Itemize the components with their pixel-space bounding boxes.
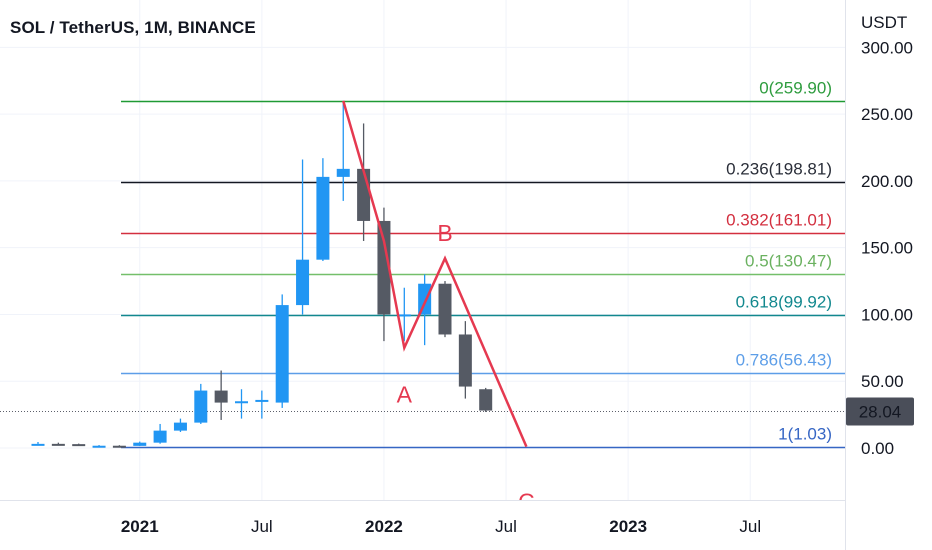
candle-body bbox=[397, 314, 411, 317]
candle bbox=[112, 445, 126, 448]
y-tick-label: 100.00 bbox=[861, 305, 913, 324]
candle-body bbox=[173, 422, 187, 431]
fib-level-label: 0.618(99.92) bbox=[736, 293, 832, 312]
candle bbox=[255, 390, 269, 419]
candle-body bbox=[51, 443, 65, 446]
fib-level-label: 0.382(161.01) bbox=[726, 211, 832, 230]
candle bbox=[377, 207, 391, 342]
wave-label-a: A bbox=[397, 382, 413, 408]
candle bbox=[153, 423, 167, 444]
candle bbox=[194, 383, 208, 424]
grid-lines bbox=[0, 0, 845, 500]
candle-body bbox=[255, 399, 269, 402]
y-tick-label: 0.00 bbox=[861, 439, 894, 458]
y-tick-label: 250.00 bbox=[861, 105, 913, 124]
candle-body bbox=[418, 283, 432, 315]
candle-body bbox=[92, 445, 106, 448]
candle bbox=[173, 418, 187, 432]
candle bbox=[438, 281, 452, 338]
price-axis-bg bbox=[845, 0, 932, 550]
candle-body bbox=[214, 390, 228, 403]
candle-body bbox=[153, 430, 167, 443]
fib-level-label: 0.5(130.47) bbox=[745, 252, 832, 271]
candle bbox=[316, 158, 330, 262]
x-tick-label: Jul bbox=[251, 517, 273, 536]
fib-retracement[interactable]: 0(259.90) 0.236(198.81) 0.382(161.01) 0.5(1… bbox=[0, 79, 845, 449]
candle-body bbox=[72, 444, 86, 447]
fib-level-label: 0.786(56.43) bbox=[736, 351, 832, 370]
x-tick-label: 2023 bbox=[609, 517, 647, 536]
x-tick-label: Jul bbox=[495, 517, 517, 536]
candle-body bbox=[479, 389, 493, 411]
candle bbox=[214, 370, 228, 420]
currency-box bbox=[846, 0, 932, 42]
candle bbox=[275, 294, 289, 408]
time-axis-bg bbox=[0, 500, 845, 550]
candle-body bbox=[316, 176, 330, 260]
candle bbox=[235, 389, 248, 419]
candle-body bbox=[31, 443, 45, 446]
fib-level-label: 1(1.03) bbox=[778, 425, 832, 444]
candlestick-series bbox=[31, 100, 493, 448]
candle-body bbox=[377, 220, 391, 315]
y-tick-label: 200.00 bbox=[861, 172, 913, 191]
last-price-value: 28.04 bbox=[859, 403, 902, 422]
y-tick-label: 50.00 bbox=[861, 372, 904, 391]
wave-line[interactable] bbox=[342, 100, 528, 448]
candle-body bbox=[357, 168, 371, 221]
candle bbox=[296, 159, 310, 315]
candle-body bbox=[336, 168, 350, 177]
candle-body bbox=[275, 305, 289, 403]
candle-body bbox=[235, 401, 248, 404]
time-axis[interactable]: 2021 Jul 2022 Jul 2023 Jul bbox=[0, 500, 845, 550]
candle bbox=[479, 387, 493, 412]
candle-body bbox=[438, 283, 452, 335]
candle bbox=[418, 274, 432, 346]
candle bbox=[458, 321, 472, 399]
x-tick-label: Jul bbox=[739, 517, 761, 536]
candle-body bbox=[133, 442, 147, 446]
y-tick-label: 300.00 bbox=[861, 38, 913, 57]
last-price-badge bbox=[846, 397, 914, 426]
candle bbox=[92, 445, 106, 448]
x-tick-label: 2021 bbox=[121, 517, 159, 536]
candle bbox=[72, 443, 86, 447]
price-axis[interactable]: 0.00 50.00 100.00 150.00 200.00 250.00 300.00 U… bbox=[845, 0, 932, 550]
candle bbox=[397, 287, 411, 342]
fib-level-label: 0.236(198.81) bbox=[726, 160, 832, 179]
candle-body bbox=[112, 445, 126, 448]
candle-body bbox=[194, 390, 208, 423]
candle bbox=[336, 100, 350, 201]
fib-level-label: 0(259.90) bbox=[759, 79, 832, 98]
candle bbox=[133, 441, 147, 446]
candle bbox=[31, 441, 45, 446]
chart-title: SOL / TetherUS, 1M, BINANCE bbox=[10, 18, 256, 37]
currency-label[interactable]: USDT bbox=[861, 13, 907, 32]
y-tick-label: 150.00 bbox=[861, 239, 913, 258]
x-tick-label: 2022 bbox=[365, 517, 403, 536]
candle bbox=[51, 442, 65, 446]
candle-body bbox=[296, 259, 310, 306]
wave-label-b: B bbox=[437, 220, 452, 246]
candle-body bbox=[458, 334, 472, 387]
